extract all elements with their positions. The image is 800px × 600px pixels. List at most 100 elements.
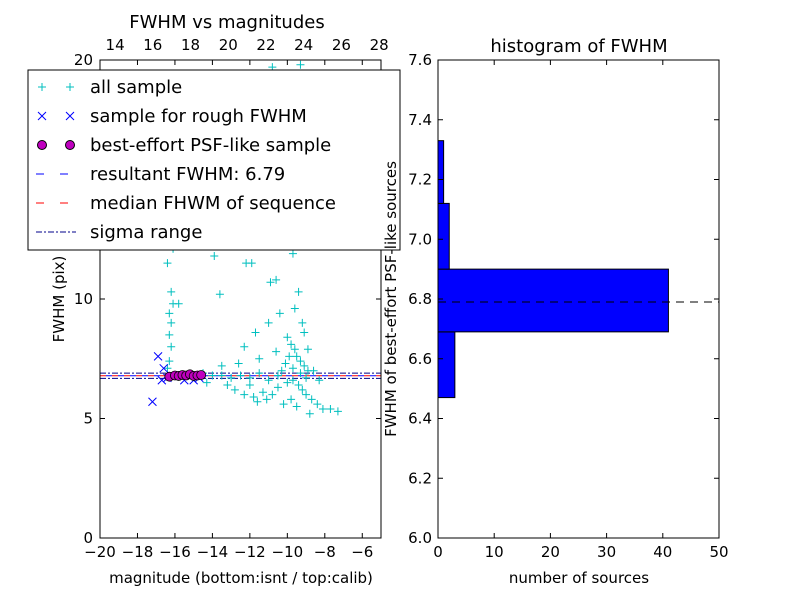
- y-tick-label: 6.2: [408, 469, 432, 487]
- all-sample-point: [255, 354, 264, 363]
- rough-sample-point: [153, 352, 163, 361]
- all-sample-point: [167, 342, 176, 351]
- legend-marker: [38, 83, 46, 91]
- top-x-tick-label: 14: [106, 36, 125, 54]
- y-tick-label: 5: [83, 410, 93, 428]
- x-tick-label: 40: [653, 543, 672, 561]
- all-sample-point: [315, 376, 324, 385]
- x-tick-label: −12: [234, 543, 266, 561]
- left-title: FWHM vs magnitudes: [129, 12, 324, 33]
- histogram-bar: [437, 140, 445, 204]
- all-sample-point: [163, 259, 172, 268]
- all-sample-point: [288, 376, 297, 385]
- histogram-bar: [437, 268, 669, 333]
- y-tick-label: 20: [74, 51, 93, 69]
- all-sample-point: [292, 402, 301, 411]
- all-sample-point: [272, 275, 281, 284]
- all-sample-point: [302, 390, 311, 399]
- x-tick-label: 30: [597, 543, 616, 561]
- all-sample-point: [281, 359, 290, 368]
- all-sample-point: [296, 369, 305, 378]
- y-tick-label: 7.4: [408, 111, 432, 129]
- all-sample-point: [255, 369, 264, 378]
- legend-label: all sample: [90, 77, 182, 98]
- all-sample-point: [227, 373, 236, 382]
- all-sample-point: [292, 352, 301, 361]
- all-sample-point: [167, 287, 176, 296]
- all-sample-point: [298, 385, 307, 394]
- all-sample-point: [296, 357, 305, 366]
- all-sample-point: [240, 342, 249, 351]
- all-sample-point: [287, 340, 296, 349]
- all-sample-point: [247, 259, 256, 268]
- histogram-bar: [437, 331, 456, 399]
- left-y-label: FWHM (pix): [50, 256, 68, 343]
- top-x-tick-label: 20: [219, 36, 238, 54]
- legend-marker: [37, 140, 47, 150]
- all-sample-point: [266, 278, 275, 287]
- x-tick-label: 20: [541, 543, 560, 561]
- all-sample-point: [223, 381, 232, 390]
- all-sample-point: [283, 333, 292, 342]
- x-tick-label: −8: [314, 543, 336, 561]
- all-sample-point: [234, 359, 243, 368]
- x-tick-label: −18: [122, 543, 154, 561]
- all-sample-point: [307, 395, 316, 404]
- x-tick-label: 10: [485, 543, 504, 561]
- y-tick-label: 10: [74, 290, 93, 308]
- all-sample-point: [167, 318, 176, 327]
- x-tick-label: 50: [709, 543, 728, 561]
- legend-label: sample for rough FWHM: [90, 106, 307, 127]
- legend-label: best-effort PSF-like sample: [90, 135, 331, 156]
- right-title: histogram of FWHM: [490, 36, 667, 57]
- all-sample-point: [290, 304, 299, 313]
- all-sample-point: [215, 290, 224, 299]
- all-sample-point: [202, 378, 211, 387]
- all-sample-point: [268, 390, 277, 399]
- y-tick-label: 7.0: [408, 230, 432, 248]
- all-sample-point: [294, 381, 303, 390]
- y-tick-label: 6.0: [408, 529, 432, 547]
- all-sample-point: [296, 60, 305, 69]
- all-sample-point: [277, 366, 286, 375]
- right-y-label: FWHM of best-effort PSF-like sources: [382, 161, 400, 437]
- legend-box: [27, 69, 401, 251]
- y-tick-label: 6.4: [408, 410, 432, 428]
- y-tick-label: 0: [83, 529, 93, 547]
- y-tick-label: 6.6: [408, 350, 432, 368]
- all-sample-point: [300, 328, 309, 337]
- all-sample-point: [309, 366, 318, 375]
- all-sample-point: [273, 383, 282, 392]
- all-sample-point: [288, 364, 297, 373]
- all-sample-point: [290, 345, 299, 354]
- all-sample-point: [303, 345, 312, 354]
- all-sample-point: [245, 373, 254, 382]
- top-x-tick-label: 26: [332, 36, 351, 54]
- best-effort-point: [196, 370, 207, 380]
- all-sample-point: [275, 309, 284, 318]
- rough-sample-point: [157, 375, 167, 385]
- top-x-tick-label: 18: [181, 36, 200, 54]
- histogram-bar: [437, 202, 450, 270]
- legend-label: median FHWM of sequence: [90, 193, 336, 214]
- all-sample-point: [163, 364, 172, 373]
- legend-marker: [65, 140, 75, 150]
- all-sample-point: [305, 409, 314, 418]
- all-sample-point: [298, 318, 307, 327]
- all-sample-point: [174, 299, 183, 308]
- legend-marker: [37, 111, 47, 121]
- right-x-label: number of sources: [509, 569, 649, 587]
- legend-label: sigma range: [90, 222, 202, 243]
- all-sample-point: [300, 361, 309, 370]
- all-sample-point: [302, 373, 311, 382]
- x-tick-label: −16: [159, 543, 191, 561]
- x-tick-label: −10: [272, 543, 304, 561]
- x-tick-label: −20: [84, 543, 116, 561]
- all-sample-point: [285, 352, 294, 361]
- y-tick-label: 7.6: [408, 51, 432, 69]
- legend-marker: [65, 111, 75, 121]
- all-sample-point: [217, 371, 226, 380]
- x-tick-label: −6: [351, 543, 373, 561]
- all-sample-point: [165, 330, 174, 339]
